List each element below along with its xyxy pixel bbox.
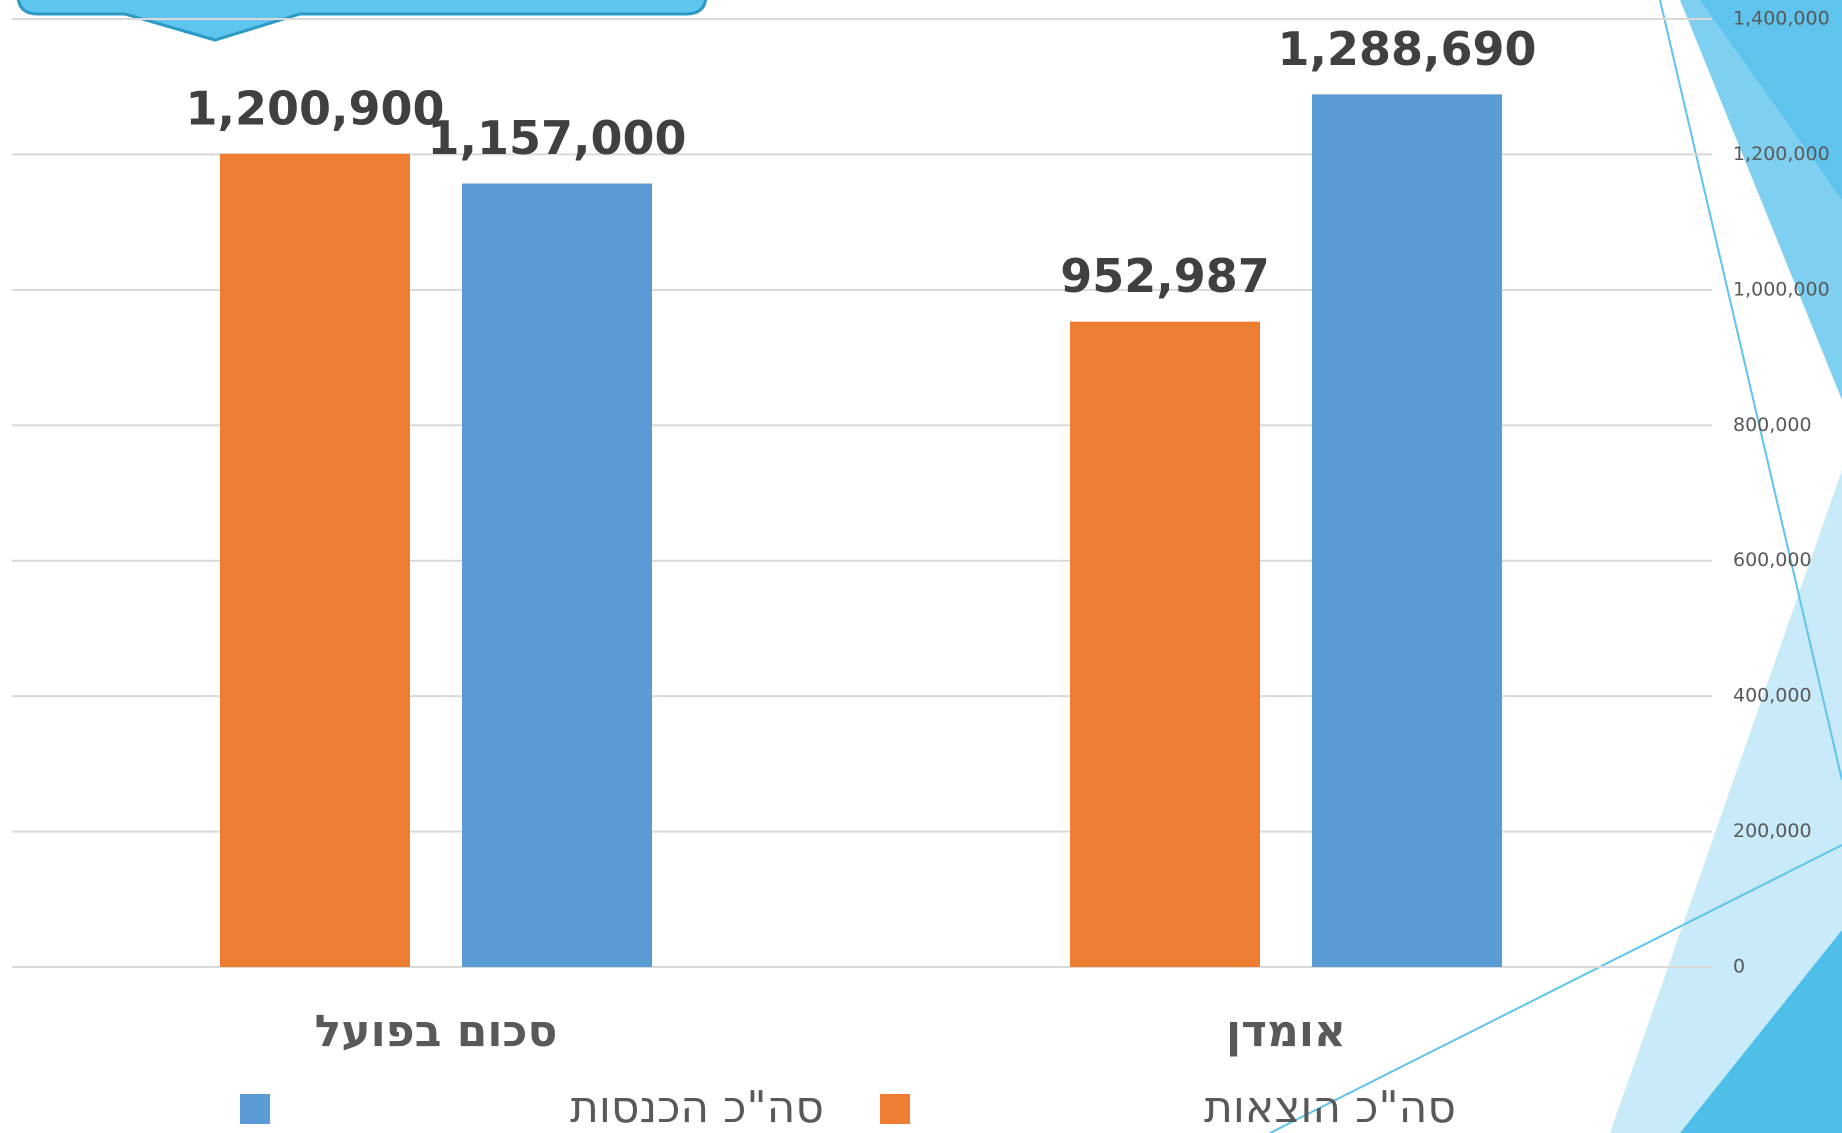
y-tick-label: 0 <box>1733 956 1745 978</box>
data-label: 1,288,690 <box>1278 22 1537 76</box>
bar <box>462 183 652 967</box>
bar <box>1312 94 1502 967</box>
y-tick-label: 400,000 <box>1733 685 1812 707</box>
bar <box>220 153 410 967</box>
x-tick-label: סכום בפועל <box>315 1006 558 1057</box>
legend-label: סה"כ הוצאות <box>1204 1082 1456 1133</box>
data-label: 952,987 <box>1060 249 1270 303</box>
bar <box>1070 321 1260 967</box>
legend-swatch <box>880 1094 910 1124</box>
y-tick-label: 1,400,000 <box>1733 8 1830 30</box>
y-tick-label: 600,000 <box>1733 549 1812 571</box>
legend-label: סה"כ הכנסות <box>570 1082 824 1133</box>
y-tick-label: 1,200,000 <box>1733 143 1830 165</box>
data-label: 1,200,900 <box>186 81 445 135</box>
y-tick-label: 200,000 <box>1733 820 1812 842</box>
legend-swatch <box>240 1094 270 1124</box>
x-tick-label: אומדן <box>1226 1006 1346 1057</box>
y-tick-label: 800,000 <box>1733 414 1812 436</box>
data-label: 1,157,000 <box>428 111 687 165</box>
y-tick-label: 1,000,000 <box>1733 278 1830 300</box>
